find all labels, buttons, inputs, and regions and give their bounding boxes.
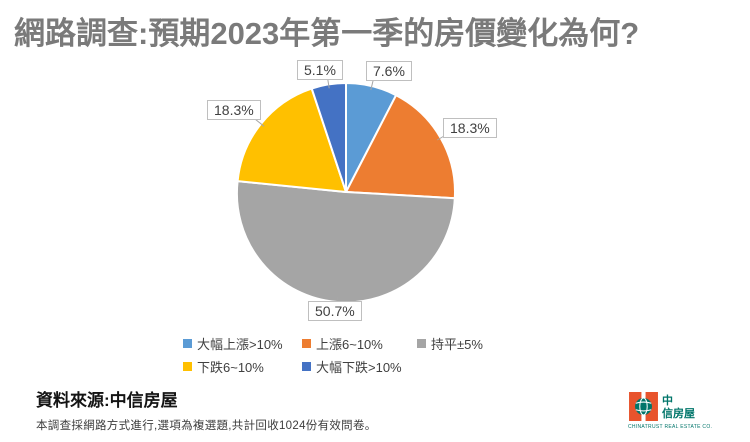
pie-callout-slice-0: 7.6% xyxy=(366,61,412,81)
legend-marker-icon xyxy=(302,362,311,371)
legend-marker-icon xyxy=(417,339,426,348)
pie-callout-slice-3: 18.3% xyxy=(207,100,261,120)
legend-item-4: 大幅下跌>10% xyxy=(302,357,402,376)
legend-marker-icon xyxy=(302,339,311,348)
legend-label: 大幅上漲>10% xyxy=(197,337,283,352)
legend-marker-icon xyxy=(183,362,192,371)
legend-item-0: 大幅上漲>10% xyxy=(183,334,283,353)
survey-method-note: 本調查採網路方式進行,選項為複選題,共計回收1024份有效問卷。 xyxy=(36,420,377,432)
logo-tagline: CHINATRUST REAL ESTATE CO. xyxy=(628,424,713,430)
pie-slice-2 xyxy=(235,180,456,304)
globe-icon xyxy=(635,398,652,415)
page-title: 網路調查:預期2023年第一季的房價變化為何? xyxy=(14,16,640,51)
logo-name-line1: 中 xyxy=(662,395,673,407)
logo-emblem-icon xyxy=(629,392,658,421)
legend-item-2: 持平±5% xyxy=(417,334,483,353)
legend-label: 持平±5% xyxy=(431,337,483,352)
legend-label: 下跌6~10% xyxy=(197,360,264,375)
legend-item-1: 上漲6~10% xyxy=(302,334,383,353)
logo-company-name: 中 信房屋 xyxy=(662,395,695,421)
legend-label: 上漲6~10% xyxy=(316,337,383,352)
data-source-label: 資料來源:中信房屋 xyxy=(36,391,178,410)
company-logo: 中 信房屋 CHINATRUST REAL ESTATE CO. xyxy=(628,391,748,430)
logo-name-line2: 信房屋 xyxy=(662,408,695,421)
pie-callout-slice-2: 50.7% xyxy=(308,301,362,321)
legend-label: 大幅下跌>10% xyxy=(316,360,402,375)
legend-marker-icon xyxy=(183,339,192,348)
legend-item-3: 下跌6~10% xyxy=(183,357,264,376)
pie-callout-slice-4: 5.1% xyxy=(297,60,343,80)
pie-callout-slice-1: 18.3% xyxy=(443,118,497,138)
